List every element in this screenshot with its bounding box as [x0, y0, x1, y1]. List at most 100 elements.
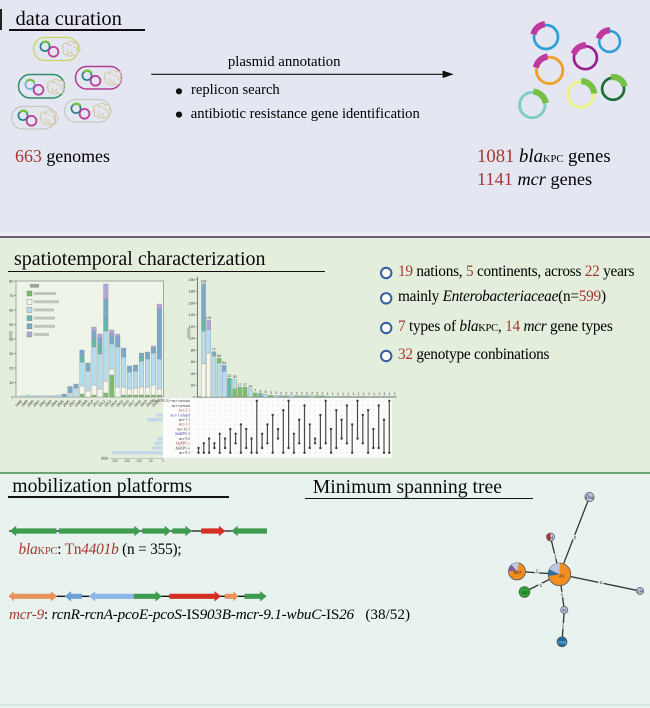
svg-text:0: 0 — [193, 395, 195, 399]
svg-text:1: 1 — [540, 583, 543, 589]
svg-text:100: 100 — [136, 459, 142, 463]
svg-text:2: 2 — [574, 535, 577, 541]
svg-text:1: 1 — [342, 392, 344, 396]
svg-text:467: 467 — [513, 570, 521, 576]
svg-text:200: 200 — [112, 459, 118, 463]
svg-text:32: 32 — [228, 374, 232, 378]
svg-text:2019: 2019 — [139, 399, 147, 407]
svg-text:6: 6 — [259, 389, 261, 393]
svg-text:2: 2 — [316, 392, 318, 396]
svg-text:2013: 2013 — [104, 399, 112, 407]
svg-text:1: 1 — [554, 554, 557, 560]
svg-text:2: 2 — [311, 392, 313, 396]
svg-text:17: 17 — [243, 383, 247, 387]
svg-text:1: 1 — [561, 592, 564, 598]
svg-text:1: 1 — [347, 392, 349, 396]
svg-text:2014: 2014 — [110, 399, 118, 407]
svg-text:40: 40 — [191, 372, 195, 376]
svg-text:2011: 2011 — [92, 399, 100, 407]
svg-text:1: 1 — [378, 392, 380, 396]
svg-text:1: 1 — [363, 392, 365, 396]
svg-text:2017: 2017 — [127, 399, 135, 407]
svg-text:2003: 2003 — [44, 399, 52, 407]
svg-text:2: 2 — [290, 392, 292, 396]
svg-text:20: 20 — [9, 366, 13, 370]
svg-text:140: 140 — [188, 313, 194, 317]
svg-text:2: 2 — [296, 392, 298, 396]
svg-text:160: 160 — [188, 302, 194, 306]
svg-text:3: 3 — [275, 391, 277, 395]
svg-text:2010: 2010 — [86, 399, 94, 407]
svg-text:134: 134 — [637, 590, 643, 594]
svg-text:1: 1 — [332, 392, 334, 396]
svg-text:1999: 1999 — [20, 399, 28, 407]
svg-text:80: 80 — [9, 279, 13, 283]
svg-text:blaKPC-v: blaKPC-v — [176, 446, 191, 450]
svg-text:70: 70 — [9, 294, 13, 298]
svg-text:mcr-9.1: mcr-9.1 — [179, 451, 190, 455]
svg-text:2020: 2020 — [145, 399, 153, 407]
svg-text:54: 54 — [222, 361, 226, 365]
svg-text:2006: 2006 — [62, 399, 70, 407]
svg-text:0: 0 — [162, 459, 164, 463]
svg-text:bla(KPC-2)+mcr variants: bla(KPC-2)+mcr variants — [152, 399, 190, 403]
svg-text:66: 66 — [217, 354, 221, 358]
svg-text:80: 80 — [191, 348, 195, 352]
svg-text:17: 17 — [238, 383, 242, 387]
svg-text:2: 2 — [280, 392, 282, 396]
svg-text:1998: 1998 — [14, 399, 22, 407]
svg-text:2: 2 — [536, 569, 539, 575]
svg-text:mcr-9.2: mcr-9.2 — [179, 437, 190, 441]
svg-text:1: 1 — [562, 624, 565, 630]
svg-text:2015: 2015 — [116, 399, 124, 407]
svg-text:2005: 2005 — [56, 399, 64, 407]
svg-text:60: 60 — [191, 360, 195, 364]
svg-text:mcr-7.1: mcr-7.1 — [179, 418, 190, 422]
svg-text:2007: 2007 — [68, 399, 76, 407]
svg-text:2: 2 — [301, 392, 303, 396]
svg-text:mcr variants: mcr variants — [172, 404, 191, 408]
svg-text:2008: 2008 — [74, 399, 82, 407]
svg-text:1: 1 — [394, 392, 396, 396]
svg-text:40: 40 — [559, 573, 565, 578]
svg-text:150: 150 — [124, 459, 130, 463]
svg-text:5: 5 — [265, 390, 267, 394]
svg-text:mcr-1.1: mcr-1.1 — [179, 423, 190, 427]
svg-text:2: 2 — [285, 392, 287, 396]
svg-text:1: 1 — [358, 392, 360, 396]
svg-text:mcr-3.1: mcr-3.1 — [179, 409, 190, 413]
svg-text:7: 7 — [254, 389, 256, 393]
svg-text:50: 50 — [9, 323, 13, 327]
svg-text:1: 1 — [389, 392, 391, 396]
svg-text:30: 30 — [9, 352, 13, 356]
svg-text:193: 193 — [201, 280, 207, 284]
svg-text:1: 1 — [353, 392, 355, 396]
svg-text:2: 2 — [600, 580, 603, 586]
svg-text:mcr-10.1: mcr-10.1 — [177, 427, 190, 431]
svg-text:30: 30 — [233, 375, 237, 379]
svg-text:2001: 2001 — [32, 399, 40, 407]
svg-text:14: 14 — [248, 385, 252, 389]
svg-text:2009: 2009 — [80, 399, 88, 407]
svg-text:120: 120 — [188, 325, 194, 329]
svg-text:blaKPC-2: blaKPC-2 — [175, 432, 190, 436]
svg-text:2021: 2021 — [151, 399, 159, 407]
svg-text:131: 131 — [206, 316, 212, 320]
svg-text:2: 2 — [306, 392, 308, 396]
svg-text:200: 200 — [188, 278, 194, 282]
svg-text:2: 2 — [322, 392, 324, 396]
svg-text:20: 20 — [191, 384, 195, 388]
svg-text:1: 1 — [327, 392, 329, 396]
svg-text:43: 43 — [562, 609, 566, 613]
svg-text:1313: 1313 — [558, 640, 566, 644]
svg-text:1: 1 — [373, 392, 375, 396]
svg-text:2018: 2018 — [133, 399, 141, 407]
svg-text:10: 10 — [9, 381, 13, 385]
svg-text:1: 1 — [384, 392, 386, 396]
svg-text:2016: 2016 — [122, 399, 130, 407]
svg-text:0: 0 — [11, 395, 13, 399]
svg-text:2000: 2000 — [26, 399, 34, 407]
svg-text:44: 44 — [522, 590, 528, 596]
svg-text:blaKPC-s: blaKPC-s — [176, 442, 191, 446]
svg-text:2004: 2004 — [50, 399, 58, 407]
